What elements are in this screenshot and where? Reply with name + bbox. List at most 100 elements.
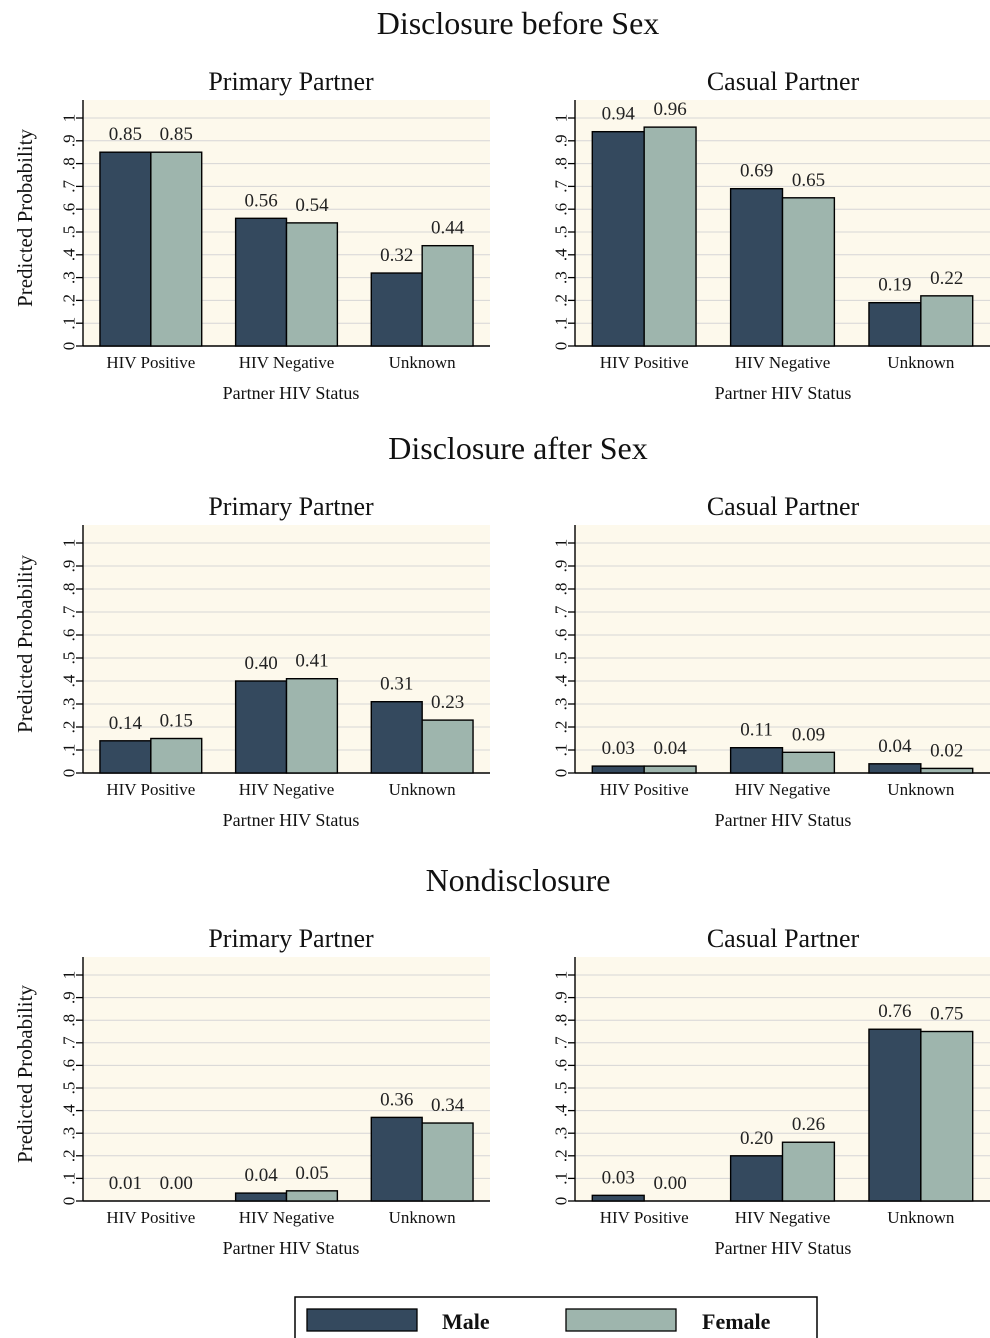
- y-tick-label: 1: [552, 539, 571, 548]
- x-tick-label: HIV Positive: [106, 353, 195, 372]
- bar-female: [151, 739, 202, 774]
- x-axis-label: Partner HIV Status: [715, 383, 852, 403]
- y-tick-label: .8: [60, 157, 79, 170]
- y-tick-label: 1: [60, 114, 79, 123]
- y-tick-label: 0: [552, 769, 571, 778]
- data-label: 0.36: [380, 1089, 413, 1110]
- data-label: 0.40: [244, 653, 277, 674]
- bar-male: [731, 189, 783, 346]
- y-axis-label: Predicted Probability: [13, 985, 37, 1163]
- y-axis-label: Predicted Probability: [13, 129, 37, 307]
- data-label: 0.15: [160, 711, 193, 732]
- y-tick-label: .1: [552, 744, 571, 757]
- data-label: 0.09: [792, 724, 825, 745]
- y-tick-label: .4: [552, 248, 571, 261]
- bar-male: [592, 1195, 644, 1201]
- y-tick-label: .2: [552, 721, 571, 734]
- bar-female: [921, 296, 973, 346]
- x-tick-label: Unknown: [887, 780, 955, 799]
- bar-male: [371, 273, 422, 346]
- y-tick-label: .9: [60, 560, 79, 573]
- data-label: 0.94: [602, 104, 636, 125]
- bar-female: [422, 246, 473, 346]
- data-label: 0.96: [653, 99, 686, 120]
- data-label: 0.14: [109, 713, 143, 734]
- y-tick-label: .8: [552, 1014, 571, 1027]
- data-label: 0.26: [792, 1114, 825, 1135]
- panel-title: Primary Partner: [208, 492, 374, 521]
- x-tick-label: HIV Positive: [600, 780, 689, 799]
- x-tick-label: HIV Negative: [239, 353, 335, 372]
- data-label: 0.00: [160, 1173, 193, 1194]
- bar-female: [151, 152, 202, 346]
- x-tick-label: HIV Positive: [600, 353, 689, 372]
- data-label: 0.54: [295, 195, 329, 216]
- y-tick-label: .4: [60, 248, 79, 261]
- bar-female: [783, 198, 835, 346]
- y-tick-label: .9: [552, 991, 571, 1004]
- data-label: 0.20: [740, 1128, 773, 1149]
- y-tick-label: .3: [60, 1127, 79, 1140]
- data-label: 0.19: [878, 275, 911, 296]
- legend-swatch-female: [566, 1309, 676, 1331]
- y-tick-label: 0: [552, 1197, 571, 1206]
- y-tick-label: .1: [60, 744, 79, 757]
- data-label: 0.00: [653, 1173, 686, 1194]
- y-tick-label: .3: [552, 1127, 571, 1140]
- data-label: 0.22: [930, 268, 963, 289]
- x-tick-label: HIV Negative: [239, 780, 335, 799]
- data-label: 0.05: [295, 1163, 328, 1184]
- y-tick-label: .7: [60, 180, 79, 193]
- y-tick-label: .7: [552, 1036, 571, 1049]
- bar-male: [371, 702, 422, 773]
- y-tick-label: .8: [60, 1014, 79, 1027]
- data-label: 0.03: [602, 1167, 635, 1188]
- chart-panel-5: 0 .1 .2 .3 .4 .5 .6 .7 .8 .9 1 0.03 0.00 HIV Positive…: [552, 924, 990, 1258]
- y-tick-label: 0: [552, 342, 571, 351]
- panel-title: Primary Partner: [208, 67, 374, 96]
- y-tick-label: .1: [552, 317, 571, 330]
- data-label: 0.04: [244, 1165, 278, 1186]
- x-tick-label: Unknown: [389, 780, 457, 799]
- bar-male: [100, 741, 151, 773]
- bar-male: [592, 766, 644, 773]
- y-tick-label: .1: [552, 1172, 571, 1185]
- bar-male: [869, 1029, 921, 1201]
- chart-panel-3: 0.1.2.3.4.5.6.7.8.910.03 0.04HIV Positive…: [552, 492, 990, 830]
- y-tick-label: .3: [60, 271, 79, 284]
- x-tick-label: Unknown: [389, 1208, 457, 1227]
- data-label: 0.85: [160, 124, 193, 145]
- data-label: 0.85: [109, 124, 142, 145]
- y-tick-label: .2: [552, 1149, 571, 1162]
- y-tick-label: .6: [60, 203, 79, 216]
- bar-male: [592, 132, 644, 346]
- y-tick-label: .4: [552, 674, 571, 687]
- y-tick-label: .5: [60, 652, 79, 665]
- x-tick-label: HIV Negative: [735, 780, 831, 799]
- data-label: 0.41: [295, 651, 328, 672]
- y-tick-label: .2: [552, 294, 571, 307]
- y-tick-label: .2: [60, 294, 79, 307]
- x-axis-label: Partner HIV Status: [223, 383, 360, 403]
- x-tick-label: Unknown: [887, 1208, 955, 1227]
- y-tick-label: .6: [552, 1059, 571, 1072]
- legend: Male Female: [295, 1297, 817, 1338]
- y-tick-label: .3: [552, 698, 571, 711]
- section-title-before: Disclosure before Sex: [377, 5, 660, 41]
- bar-female: [921, 768, 973, 773]
- x-axis-label: Partner HIV Status: [715, 810, 852, 830]
- y-tick-label: .5: [60, 226, 79, 239]
- y-tick-label: .8: [60, 583, 79, 596]
- legend-swatch-male: [307, 1309, 417, 1331]
- plot-area: [575, 525, 990, 773]
- y-tick-label: .4: [60, 674, 79, 687]
- panel-title: Casual Partner: [707, 924, 860, 953]
- data-label: 0.76: [878, 1001, 911, 1022]
- section-title-after: Disclosure after Sex: [388, 430, 647, 466]
- y-tick-label: 0: [60, 769, 79, 778]
- x-tick-label: HIV Positive: [106, 780, 195, 799]
- y-tick-label: .7: [552, 605, 571, 618]
- x-tick-label: HIV Negative: [239, 1208, 335, 1227]
- y-tick-label: .8: [552, 583, 571, 596]
- y-tick-label: .7: [552, 180, 571, 193]
